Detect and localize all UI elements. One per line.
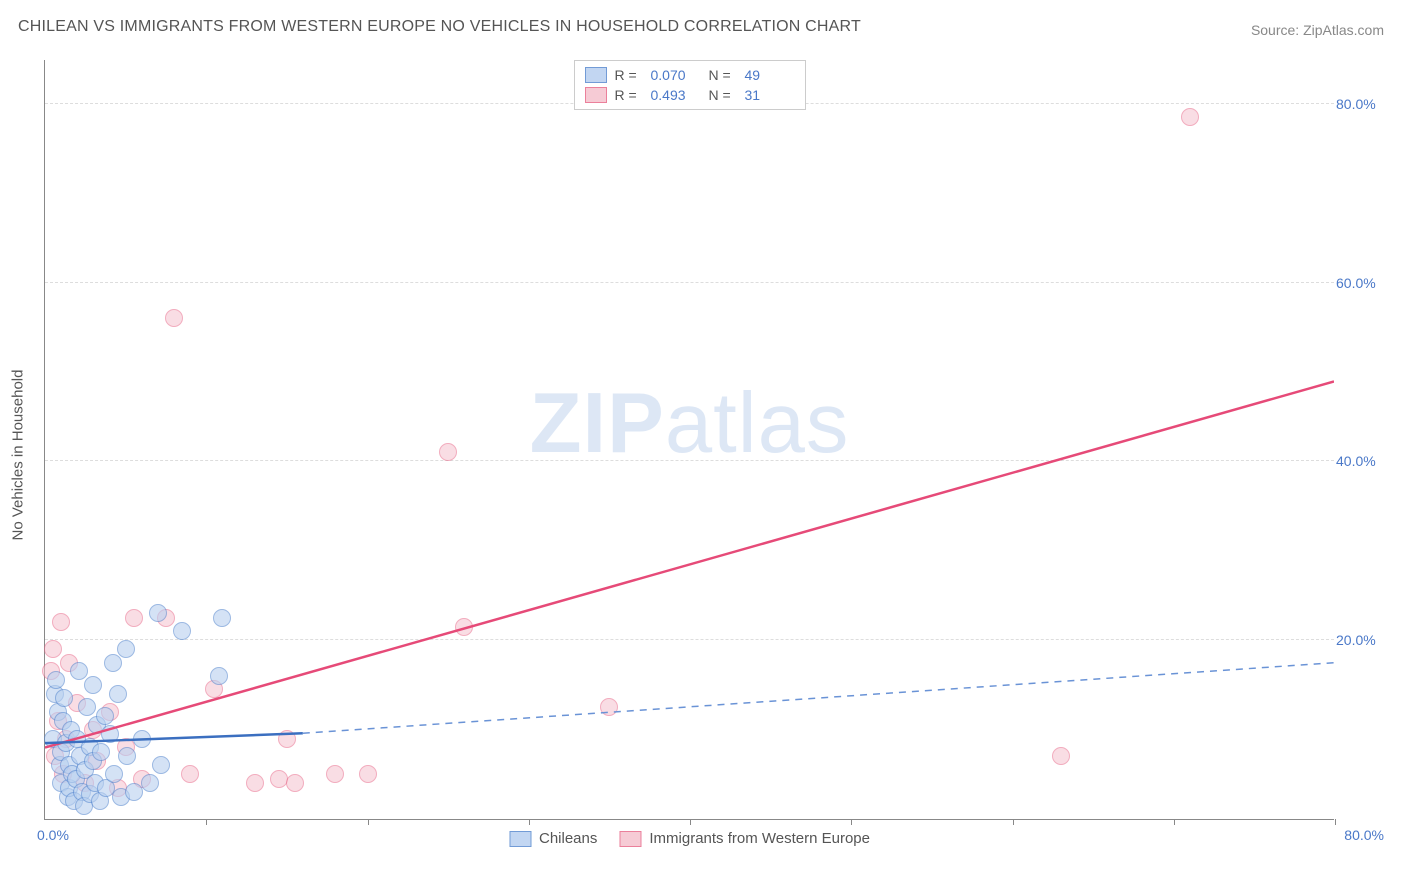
chart-source: Source: ZipAtlas.com [1251,22,1384,38]
x-axis-max-label: 80.0% [1344,827,1384,843]
legend-item: Chileans [509,830,597,847]
scatter-point [55,689,73,707]
stats-legend-row: R = 0.493 N = 31 [585,85,795,105]
y-tick-label: 60.0% [1336,275,1384,291]
scatter-point [104,654,122,672]
legend-label: Chileans [539,830,597,847]
scatter-point [125,783,143,801]
regression-lines-svg [45,60,1334,819]
y-tick-label: 40.0% [1336,453,1384,469]
scatter-point [278,730,296,748]
x-tick [851,819,852,825]
y-axis-label: No Vehicles in Household [10,370,27,541]
scatter-point [286,774,304,792]
scatter-point [92,743,110,761]
scatter-point [78,698,96,716]
stats-n-value: 49 [745,67,795,83]
watermark-bold: ZIP [530,376,665,471]
scatter-point [270,770,288,788]
legend-swatch [585,87,607,103]
stats-legend: R = 0.070 N = 49 R = 0.493 N = 31 [574,60,806,110]
x-tick [529,819,530,825]
scatter-point [1181,108,1199,126]
stats-legend-row: R = 0.070 N = 49 [585,65,795,85]
scatter-point [125,609,143,627]
scatter-point [117,640,135,658]
scatter-point [359,765,377,783]
stats-n-value: 31 [745,87,795,103]
scatter-point [173,622,191,640]
x-tick [1335,819,1336,825]
x-tick [206,819,207,825]
gridline [45,460,1334,461]
scatter-point [133,730,151,748]
stats-n-label: N = [709,67,737,83]
x-tick [1174,819,1175,825]
scatter-point [141,774,159,792]
scatter-point [1052,747,1070,765]
stats-r-value: 0.070 [651,67,701,83]
regression-line [45,381,1334,747]
scatter-point [118,747,136,765]
scatter-point [152,756,170,774]
x-tick [368,819,369,825]
legend-swatch [509,831,531,847]
chart-title: CHILEAN VS IMMIGRANTS FROM WESTERN EUROP… [18,18,861,36]
plot-wrapper: No Vehicles in Household ZIPatlas R =0.0… [44,60,1384,850]
x-tick [690,819,691,825]
stats-r-value: 0.493 [651,87,701,103]
scatter-point [52,613,70,631]
scatter-point [246,774,264,792]
scatter-point [70,662,88,680]
scatter-point [109,685,127,703]
scatter-point [210,667,228,685]
scatter-point [326,765,344,783]
plot-area: ZIPatlas R =0.070N =49R =0.493N =31 0.0%… [44,60,1334,820]
series-legend: Chileans Immigrants from Western Europe [509,830,870,847]
scatter-point [47,671,65,689]
stats-r-label: R = [615,67,643,83]
stats-n-label: N = [709,87,737,103]
scatter-point [101,725,119,743]
scatter-point [105,765,123,783]
scatter-point [165,309,183,327]
scatter-point [149,604,167,622]
legend-swatch [585,67,607,83]
scatter-point [181,765,199,783]
watermark: ZIPatlas [530,375,850,473]
legend-item: Immigrants from Western Europe [619,830,870,847]
regression-line [303,663,1334,734]
scatter-point [600,698,618,716]
stats-r-label: R = [615,87,643,103]
gridline [45,282,1334,283]
x-tick [1013,819,1014,825]
scatter-point [439,443,457,461]
y-tick-label: 20.0% [1336,632,1384,648]
legend-label: Immigrants from Western Europe [649,830,870,847]
y-tick-label: 80.0% [1336,96,1384,112]
watermark-light: atlas [665,376,850,471]
scatter-point [96,707,114,725]
legend-swatch [619,831,641,847]
scatter-point [455,618,473,636]
x-axis-min-label: 0.0% [37,827,69,843]
scatter-point [44,640,62,658]
gridline [45,639,1334,640]
scatter-point [213,609,231,627]
scatter-point [84,676,102,694]
